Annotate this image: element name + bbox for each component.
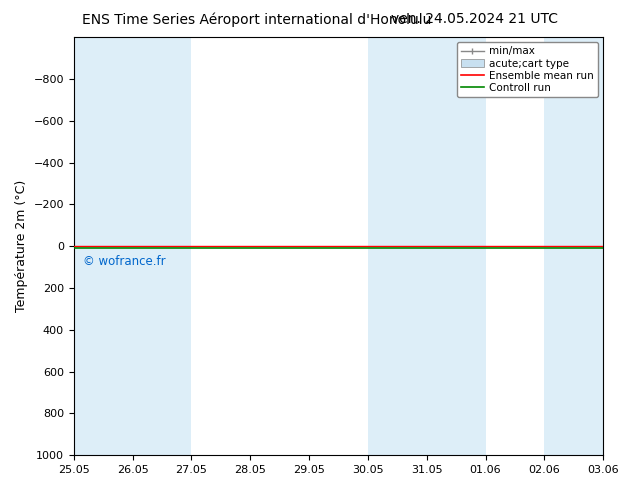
Legend: min/max, acute;cart type, Ensemble mean run, Controll run: min/max, acute;cart type, Ensemble mean …	[456, 42, 598, 97]
Y-axis label: Température 2m (°C): Température 2m (°C)	[15, 180, 28, 312]
Bar	[368, 37, 486, 455]
Text: ven. 24.05.2024 21 UTC: ven. 24.05.2024 21 UTC	[391, 12, 558, 26]
Bar	[545, 37, 603, 455]
Bar	[74, 37, 191, 455]
Text: ENS Time Series Aéroport international d'Honolulu: ENS Time Series Aéroport international d…	[82, 12, 432, 27]
Text: © wofrance.fr: © wofrance.fr	[82, 254, 165, 268]
